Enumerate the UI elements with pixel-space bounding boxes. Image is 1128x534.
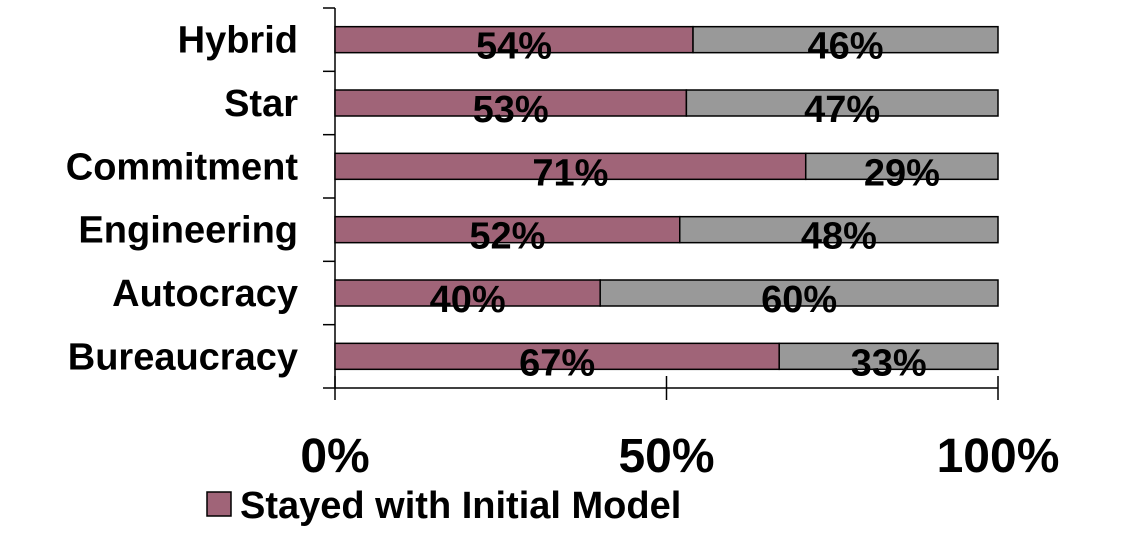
bar-segment-stayed <box>334 152 807 181</box>
data-label: 40% <box>430 279 506 321</box>
data-label: 33% <box>851 342 927 384</box>
bar-segment-other <box>804 152 999 181</box>
category-label: Engineering <box>78 210 298 252</box>
bar-segment-stayed <box>334 215 681 244</box>
category-label: Commitment <box>66 146 299 188</box>
category-label: Bureaucracy <box>68 336 298 378</box>
bar-segment-other <box>685 89 999 117</box>
bar-segment-stayed <box>334 279 601 307</box>
legend: Stayed with Initial Model <box>206 485 681 527</box>
plot-area: 0% 50% 100% Bureaucracy 67% 33% Autocracy 40% 60… <box>66 7 1060 483</box>
bar-segment-other <box>778 342 999 371</box>
data-label: 60% <box>761 279 837 321</box>
x-tick-label: 100% <box>937 430 1060 483</box>
category-label: Autocracy <box>112 273 298 315</box>
bar-segment-stayed <box>334 25 694 54</box>
bar-segment-other <box>692 25 999 54</box>
category-label: Hybrid <box>178 20 298 62</box>
bar-segment-other <box>679 215 999 244</box>
data-label: 52% <box>469 216 545 258</box>
data-label: 67% <box>519 342 595 384</box>
data-label: 47% <box>804 89 880 131</box>
bar-segment-stayed <box>334 342 780 371</box>
bar-segment-stayed <box>334 89 688 117</box>
data-label: 54% <box>476 26 552 68</box>
legend-swatch-stayed <box>206 491 232 517</box>
data-label: 53% <box>473 89 549 131</box>
bar-segment-other <box>599 279 999 307</box>
x-tick-label: 50% <box>618 430 714 483</box>
data-label: 48% <box>801 216 877 258</box>
category-label: Star <box>224 83 298 125</box>
data-label: 71% <box>532 152 608 194</box>
x-tick-label: 0% <box>300 430 369 483</box>
data-label: 29% <box>864 152 940 194</box>
legend-label-stayed: Stayed with Initial Model <box>240 485 681 527</box>
data-label: 46% <box>807 26 883 68</box>
